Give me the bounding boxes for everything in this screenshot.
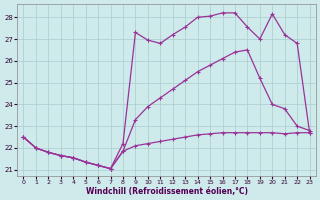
X-axis label: Windchill (Refroidissement éolien,°C): Windchill (Refroidissement éolien,°C)	[85, 187, 248, 196]
